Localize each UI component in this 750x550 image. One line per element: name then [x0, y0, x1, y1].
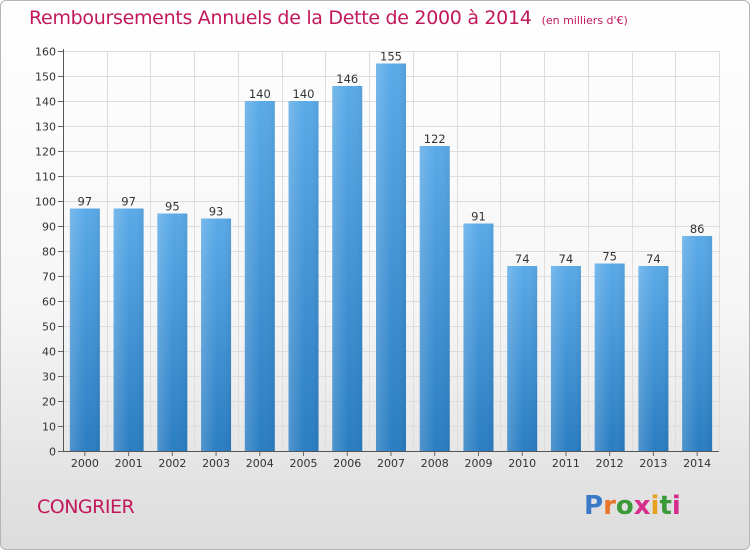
y-tick-label: 20 — [42, 396, 56, 409]
value-label-2009: 91 — [471, 210, 486, 224]
x-tick-label-2012: 2012 — [596, 457, 624, 470]
value-label-2011: 74 — [559, 252, 574, 266]
value-label-2003: 93 — [209, 205, 224, 219]
y-tick-label: 30 — [42, 371, 56, 384]
logo-letter: t — [659, 491, 672, 521]
proxiti-logo: Proxiti — [584, 491, 681, 521]
y-tick-label: 100 — [35, 196, 56, 209]
x-tick-label-2005: 2005 — [290, 457, 318, 470]
x-tick-label-2003: 2003 — [202, 457, 230, 470]
title-row: Remboursements Annuels de la Dette de 20… — [29, 7, 628, 29]
bar-shine-2008 — [419, 146, 450, 451]
bar-shine-2004 — [244, 101, 275, 451]
y-tick-label: 40 — [42, 346, 56, 359]
bar-shine-2010 — [507, 266, 538, 451]
chart-title: Remboursements Annuels de la Dette de 20… — [29, 7, 532, 29]
logo-letter: i — [650, 491, 660, 521]
x-tick-label-2011: 2011 — [552, 457, 580, 470]
y-tick-label: 90 — [42, 221, 56, 234]
axes-layer: 0 10 20 30 40 50 60 70 80 90 100 110 120 130 140 150 160 — [35, 46, 719, 459]
value-label-2005: 140 — [293, 87, 315, 101]
bars-layer — [69, 63, 713, 451]
x-tick-label-2014: 2014 — [683, 457, 711, 470]
bar-shine-2013 — [638, 266, 669, 451]
y-tick-label: 110 — [35, 171, 56, 184]
x-tick-label-2013: 2013 — [639, 457, 667, 470]
logo-letter: r — [603, 491, 616, 521]
bar-shine-2002 — [157, 213, 188, 451]
y-tick-label: 130 — [35, 121, 56, 134]
y-tick-label: 160 — [35, 46, 56, 59]
bar-shine-2007 — [376, 63, 406, 451]
commune-name: CONGRIER — [37, 496, 135, 518]
logo-letter: i — [671, 491, 681, 521]
value-label-2000: 97 — [78, 195, 93, 209]
y-tick-label: 0 — [49, 446, 56, 459]
value-label-2013: 74 — [646, 252, 661, 266]
x-tick-label-2000: 2000 — [71, 457, 99, 470]
value-label-2008: 122 — [424, 132, 446, 146]
bar-shine-2006 — [332, 86, 363, 451]
bar-shine-2003 — [201, 218, 232, 451]
value-label-2014: 86 — [690, 222, 705, 236]
bar-shine-2001 — [113, 208, 144, 451]
value-label-2002: 95 — [165, 200, 180, 214]
y-tick-label: 70 — [42, 271, 56, 284]
bar-shine-2011 — [550, 266, 581, 451]
bar-shine-2012 — [594, 263, 625, 451]
bar-shine-2000 — [69, 208, 100, 451]
bar-shine-2005 — [288, 101, 319, 451]
x-tick-label-2004: 2004 — [246, 457, 274, 470]
logo-letter: o — [615, 491, 634, 521]
y-tick-label: 10 — [42, 421, 56, 434]
x-tick-label-2001: 2001 — [115, 457, 143, 470]
y-tick-label: 50 — [42, 321, 56, 334]
value-label-2006: 146 — [336, 72, 358, 86]
y-tick-label: 120 — [35, 146, 56, 159]
value-label-2007: 155 — [380, 50, 402, 64]
bar-shine-2014 — [682, 236, 713, 451]
x-tick-label-2009: 2009 — [464, 457, 492, 470]
logo-letter: x — [633, 491, 651, 521]
x-tick-label-2008: 2008 — [421, 457, 449, 470]
y-tick-label: 60 — [42, 296, 56, 309]
logo-letter: P — [584, 491, 604, 521]
y-tick-label: 140 — [35, 96, 56, 109]
labels-layer: 2000 97 2001 97 2002 95 2003 93 2004 140 2005 140 20… — [71, 50, 711, 471]
x-tick-label-2007: 2007 — [377, 457, 405, 470]
value-label-2012: 75 — [602, 250, 617, 264]
x-tick-label-2002: 2002 — [158, 457, 186, 470]
bar-shine-2009 — [463, 223, 494, 451]
chart-subtitle: (en milliers d'€) — [541, 14, 628, 27]
value-label-2010: 74 — [515, 252, 530, 266]
x-tick-label-2006: 2006 — [333, 457, 361, 470]
value-label-2004: 140 — [249, 87, 271, 101]
y-tick-label: 80 — [42, 246, 56, 259]
value-label-2001: 97 — [121, 195, 136, 209]
x-tick-label-2010: 2010 — [508, 457, 536, 470]
y-tick-label: 150 — [35, 71, 56, 84]
